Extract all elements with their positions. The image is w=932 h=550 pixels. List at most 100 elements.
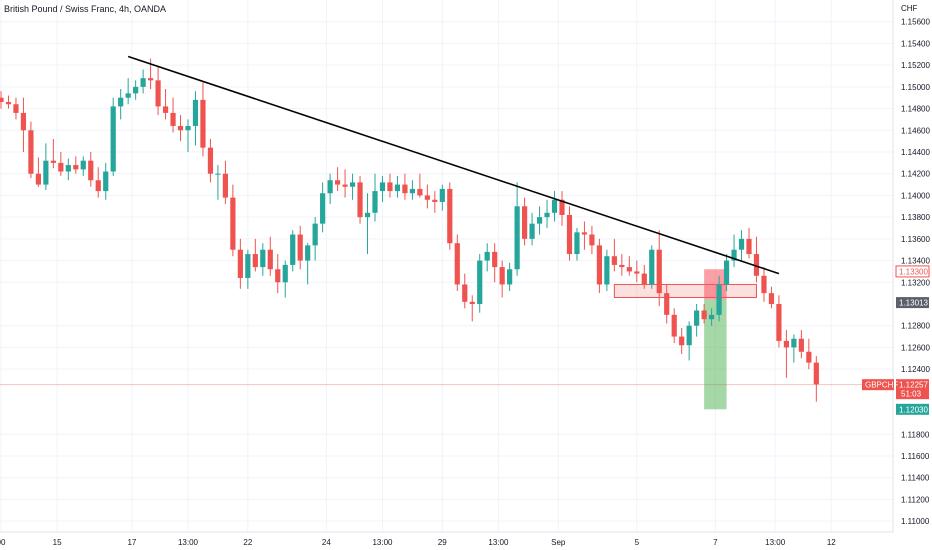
candle bbox=[596, 238, 602, 294]
candle-body bbox=[43, 160, 49, 185]
candle bbox=[0, 91, 4, 109]
candle bbox=[649, 245, 655, 289]
candle-body bbox=[335, 180, 341, 185]
candle-body bbox=[596, 245, 602, 285]
candle bbox=[50, 138, 56, 169]
candle-body bbox=[35, 173, 41, 185]
candle-body bbox=[95, 180, 101, 192]
candle-body bbox=[357, 182, 363, 218]
candle bbox=[320, 182, 326, 233]
price-tag: 1.13300 bbox=[895, 265, 930, 278]
candle-body bbox=[559, 199, 565, 215]
candle-body bbox=[290, 234, 296, 265]
price-tag-bg bbox=[896, 403, 929, 415]
candle bbox=[140, 69, 146, 94]
candle bbox=[290, 230, 296, 272]
price-tag-countdown: 51:03 bbox=[901, 390, 922, 399]
candle-body bbox=[536, 217, 543, 224]
price-tick-label: 1.12400 bbox=[901, 365, 930, 374]
candle-body bbox=[439, 188, 445, 202]
candle bbox=[701, 304, 707, 324]
candle-body bbox=[686, 325, 692, 346]
price-tick-label: 1.12800 bbox=[901, 322, 930, 331]
trendline[interactable] bbox=[127, 55, 780, 275]
candle-body bbox=[252, 254, 258, 268]
stop-loss-zone[interactable] bbox=[704, 269, 727, 300]
candle bbox=[761, 267, 767, 302]
candle-body bbox=[215, 173, 221, 175]
candle bbox=[260, 243, 266, 276]
candle bbox=[694, 304, 700, 337]
candle bbox=[80, 156, 86, 176]
candle bbox=[237, 238, 243, 289]
candle-body bbox=[746, 238, 752, 255]
candle bbox=[230, 184, 236, 257]
price-tag-bg bbox=[896, 297, 929, 309]
candle-body bbox=[477, 260, 483, 304]
candle-body bbox=[402, 184, 408, 194]
candle bbox=[335, 167, 341, 192]
candle-body bbox=[634, 271, 640, 274]
candle-body bbox=[611, 256, 617, 265]
candle-body bbox=[656, 249, 662, 294]
candle bbox=[95, 167, 101, 198]
price-tick-label: 1.15400 bbox=[901, 39, 930, 48]
candle-body bbox=[320, 193, 326, 224]
candle-body bbox=[110, 106, 116, 172]
candle bbox=[566, 206, 573, 261]
candle bbox=[5, 95, 12, 109]
candle-body bbox=[73, 165, 79, 170]
candle bbox=[492, 243, 498, 283]
candle-body bbox=[207, 147, 214, 174]
candle bbox=[58, 152, 64, 176]
candle-body bbox=[649, 249, 655, 285]
candle bbox=[424, 184, 430, 209]
time-tick-label: 13:00 bbox=[765, 538, 786, 547]
trendline-drawing[interactable] bbox=[127, 55, 780, 275]
resistance-zone[interactable] bbox=[613, 283, 757, 298]
price-tick-label: 1.14400 bbox=[901, 148, 930, 157]
price-tick-label: 1.14000 bbox=[901, 191, 930, 200]
price-tick-label: 1.15600 bbox=[901, 18, 930, 27]
price-tag: 1.12030 bbox=[896, 403, 929, 415]
candle-body bbox=[58, 162, 64, 172]
candle-body bbox=[327, 180, 333, 194]
candle-body bbox=[409, 188, 415, 194]
candle-body bbox=[813, 362, 819, 385]
candle-body bbox=[170, 112, 176, 126]
time-axis[interactable]: 00 15 17 13:00 22 24 13:00 29 13:00 Sep 5 7 13:00 12 bbox=[0, 531, 932, 550]
candle-body bbox=[237, 249, 243, 278]
candle-body bbox=[140, 78, 146, 87]
candle bbox=[305, 243, 311, 285]
candle-body bbox=[462, 284, 468, 302]
candle bbox=[783, 330, 789, 378]
candle-body bbox=[731, 249, 737, 261]
time-tick-label: Sep bbox=[551, 538, 566, 547]
price-tag-value: 1.12257 bbox=[899, 381, 928, 390]
candle-body bbox=[447, 188, 453, 244]
candle-body bbox=[192, 99, 199, 126]
candle-body bbox=[148, 78, 154, 81]
price-tick-label: 1.13200 bbox=[901, 278, 930, 287]
take-profit-zone[interactable] bbox=[704, 299, 727, 410]
candle-body bbox=[103, 171, 109, 192]
candle bbox=[611, 238, 617, 272]
candle bbox=[28, 121, 34, 179]
candle-body bbox=[177, 125, 184, 131]
candle-body bbox=[507, 269, 513, 285]
candle bbox=[477, 254, 483, 313]
candle bbox=[731, 234, 737, 268]
candle-body bbox=[723, 260, 730, 285]
candle bbox=[439, 184, 445, 211]
price-tick-label: 1.12600 bbox=[901, 343, 930, 352]
candle bbox=[409, 180, 415, 200]
candle-body bbox=[372, 191, 378, 213]
time-tick-label: 24 bbox=[322, 538, 331, 547]
candle-body bbox=[364, 212, 371, 218]
price-tick-label: 1.11600 bbox=[901, 452, 930, 461]
candle bbox=[686, 321, 692, 361]
candle bbox=[133, 80, 139, 100]
candle-body bbox=[671, 314, 677, 337]
